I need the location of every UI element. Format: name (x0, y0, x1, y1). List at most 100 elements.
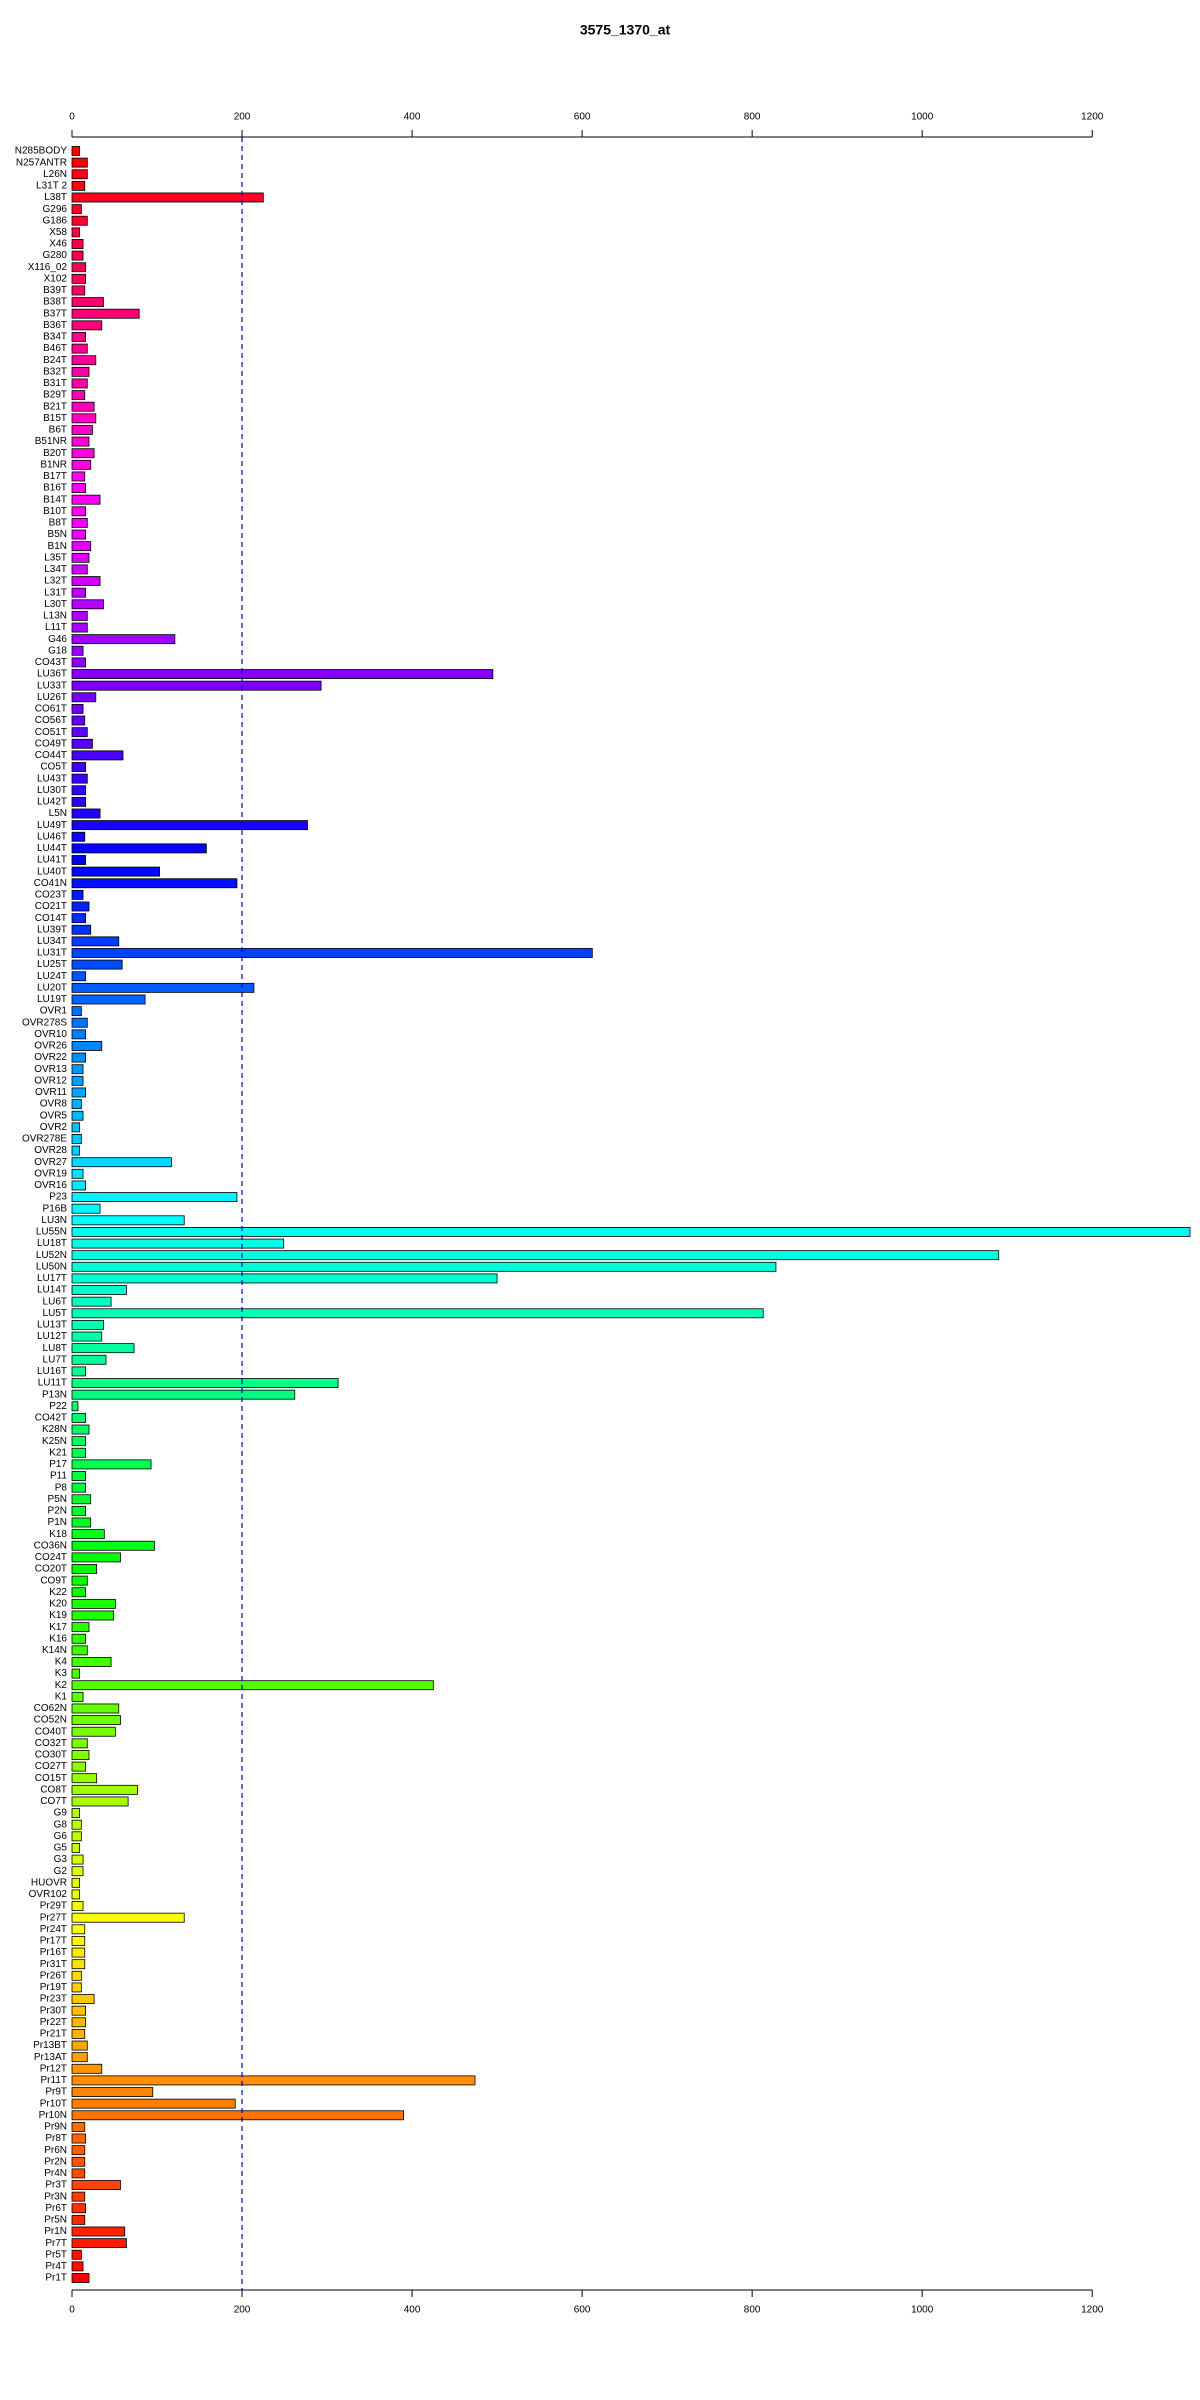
bar (71, 785, 87, 796)
y-tick-label: K1 (55, 1691, 68, 1702)
x-tick-label: 1000 (911, 112, 934, 123)
x-tick-label: 0 (69, 2305, 75, 2316)
bar (71, 727, 88, 738)
bar (71, 1505, 87, 1516)
y-tick-label: K19 (49, 1610, 67, 1621)
bar (71, 738, 93, 749)
y-tick-label: CO56T (35, 715, 67, 726)
bar (71, 1134, 82, 1144)
bar (71, 1041, 103, 1051)
y-tick-label: B17T (43, 471, 67, 482)
bar (71, 866, 160, 877)
bar (71, 1761, 87, 1772)
bar (71, 2110, 404, 2121)
bar (71, 924, 92, 935)
y-tick-label: B34T (43, 332, 67, 343)
bar (71, 1947, 86, 1958)
y-tick-label: OVR28 (34, 1145, 67, 1156)
y-tick-label: B51NR (35, 436, 67, 447)
bar (71, 1436, 87, 1447)
bar (71, 1052, 87, 1063)
bar (71, 1854, 84, 1865)
y-tick-label: B5N (48, 529, 67, 540)
y-tick-label: P22 (49, 1401, 67, 1412)
bar (71, 1901, 84, 1911)
bar (71, 1633, 87, 1644)
y-tick-label: CO62N (34, 1703, 67, 1714)
y-tick-label: Pr22T (40, 2017, 67, 2028)
y-tick-label: OVR26 (34, 1041, 67, 1052)
bar (71, 1331, 103, 1342)
x-tick-label: 400 (404, 2305, 421, 2316)
bar (71, 645, 84, 656)
y-tick-label: LU34T (37, 936, 67, 947)
bar (71, 355, 97, 366)
bar (71, 2226, 126, 2237)
y-tick-label: OVR102 (29, 1889, 68, 1900)
bar (71, 1099, 82, 1110)
bar (71, 1924, 86, 1935)
bar (71, 762, 87, 772)
bar (71, 1075, 84, 1086)
y-tick-label: G280 (43, 250, 68, 261)
y-tick-label: G5 (54, 1843, 68, 1854)
bar (71, 1157, 172, 1168)
bar (71, 390, 86, 401)
y-tick-label: OVR22 (34, 1052, 67, 1063)
y-tick-label: LU30T (37, 785, 67, 796)
y-tick-label: Pr3N (44, 2191, 67, 2202)
bar (71, 1494, 92, 1505)
y-tick-label: Pr1N (44, 2226, 67, 2237)
y-tick-label: K21 (49, 1447, 67, 1458)
y-tick-label: Pr10N (39, 2110, 67, 2121)
y-tick-label: Pr6N (44, 2145, 67, 2156)
y-tick-label: CO27T (35, 1761, 67, 1772)
bar (71, 913, 87, 924)
bar (71, 599, 104, 610)
bar (71, 1680, 434, 1691)
bar (71, 994, 146, 1005)
y-tick-label: Pr16T (40, 1947, 67, 1958)
bar (71, 1843, 81, 1853)
bar (71, 796, 87, 807)
bar (71, 1529, 105, 1540)
y-tick-label: LU39T (37, 924, 67, 935)
y-tick-label: OVR10 (34, 1029, 67, 1040)
bar (71, 1343, 135, 1354)
y-tick-label: B38T (43, 297, 67, 308)
y-tick-label: K28N (42, 1424, 67, 1435)
y-tick-label: Pr7T (45, 2238, 67, 2249)
bar (71, 1110, 84, 1121)
y-tick-label: K20 (49, 1599, 67, 1610)
bar (71, 808, 101, 819)
bar (71, 2052, 88, 2063)
bar (71, 855, 87, 865)
y-tick-label: G296 (43, 204, 68, 215)
bar (71, 1168, 84, 1179)
bar (71, 1087, 87, 1098)
bar (71, 936, 120, 947)
bar (71, 1796, 129, 1807)
bar (71, 2203, 87, 2214)
y-tick-label: B8T (49, 518, 67, 529)
bar (71, 215, 88, 226)
y-tick-label: L5N (49, 808, 67, 819)
y-tick-label: K2 (55, 1680, 68, 1691)
y-tick-label: CO61T (35, 704, 67, 715)
y-tick-label: L11T (45, 622, 67, 633)
bar (71, 518, 88, 528)
bar (71, 1866, 84, 1877)
y-tick-label: G6 (54, 1831, 68, 1842)
bar (71, 1192, 238, 1202)
y-tick-label: L31T (44, 587, 67, 598)
bar (71, 1238, 285, 1249)
y-tick-label: Pr11T (41, 2075, 68, 2086)
bar (71, 308, 140, 319)
bar (71, 901, 90, 912)
bar (71, 1575, 88, 1586)
y-tick-label: CO41N (34, 878, 67, 889)
y-tick-label: Pr19T (40, 1982, 67, 1993)
bar (71, 146, 81, 156)
bar (71, 2063, 103, 2074)
